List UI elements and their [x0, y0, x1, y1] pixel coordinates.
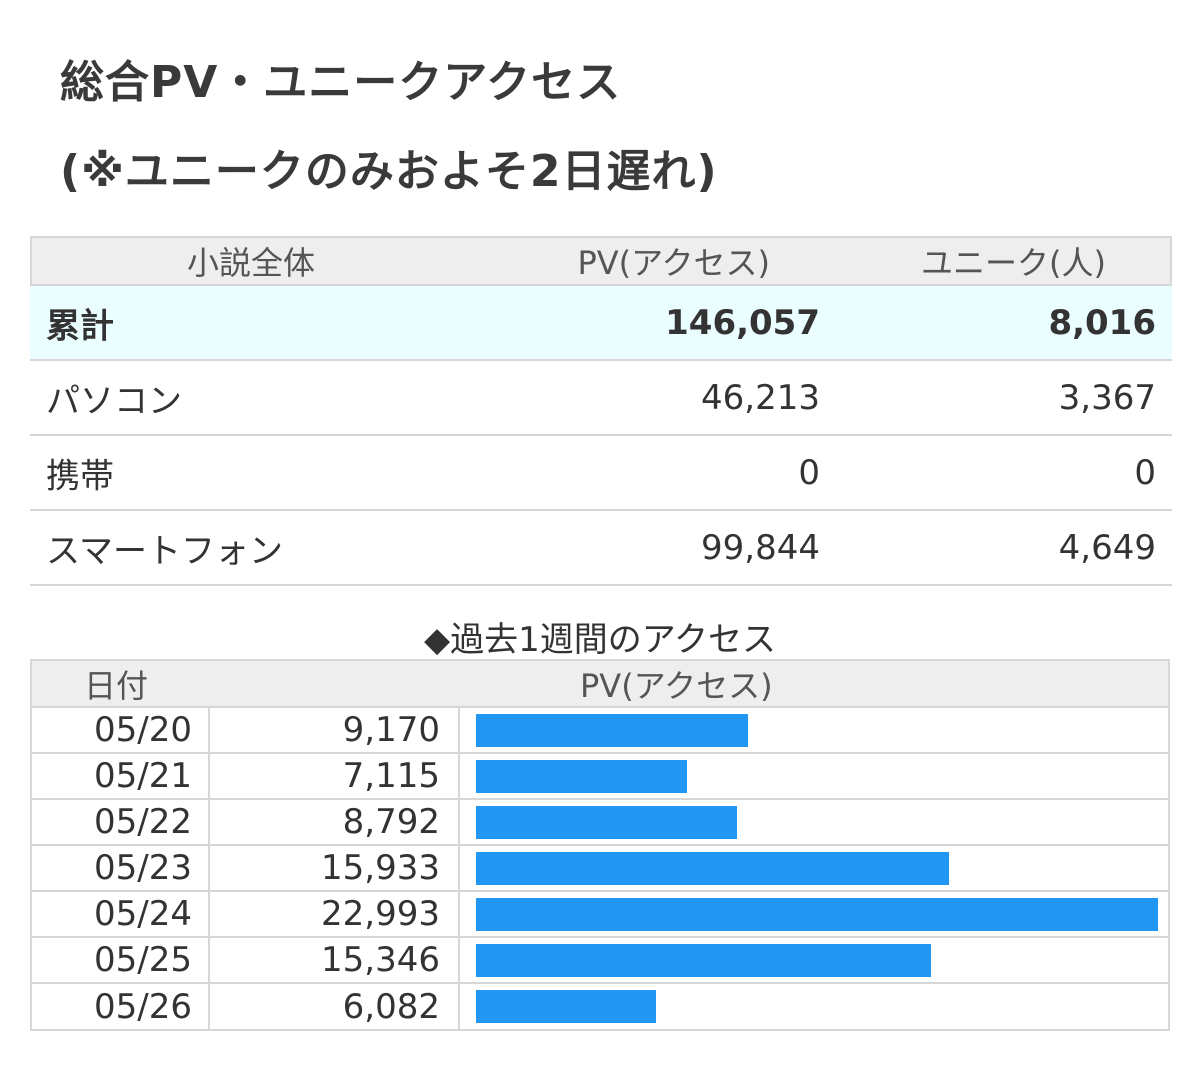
chart-row: 05/20 9,170: [32, 708, 1168, 754]
pv-bar: [476, 714, 748, 747]
row-unique-value: 3,367: [1058, 377, 1156, 418]
chart-row: 05/24 22,993: [32, 892, 1168, 938]
chart-row: 05/23 15,933: [32, 846, 1168, 892]
summary-header-row: 小説全体 PV(アクセス) ユニーク(人): [30, 238, 1172, 286]
pv-data-label: 15,346: [321, 940, 440, 980]
weekly-header-row: 日付 PV(アクセス): [32, 661, 1168, 708]
row-pv-value: 46,213: [701, 377, 820, 418]
header-novel-all: 小説全体: [187, 244, 316, 282]
date-tick-label: 05/20: [94, 710, 192, 750]
chart-row: 05/21 7,115: [32, 754, 1168, 800]
weekly-access-title: ◆過去1週間のアクセス: [423, 620, 777, 660]
summary-row-total: 累計 146,057 8,016: [30, 286, 1172, 361]
page-title: 総合PV・ユニークアクセス: [60, 57, 622, 108]
summary-table: 小説全体 PV(アクセス) ユニーク(人) 累計 146,057 8,016 パ…: [30, 236, 1172, 586]
pv-data-label: 15,933: [321, 848, 440, 888]
pv-bar: [476, 806, 737, 839]
header-pv: PV(アクセス): [577, 244, 770, 282]
pv-bar: [476, 760, 687, 793]
row-pv-value: 0: [798, 452, 820, 493]
pv-bar: [476, 852, 949, 885]
date-tick-label: 05/25: [94, 940, 192, 980]
row-unique-value: 4,649: [1058, 527, 1156, 568]
chart-row: 05/22 8,792: [32, 800, 1168, 846]
date-tick-label: 05/24: [94, 894, 192, 934]
pv-data-label: 9,170: [342, 710, 440, 750]
row-label: 累計: [46, 306, 114, 346]
row-label: 携帯: [46, 456, 114, 496]
column-divider: [458, 708, 460, 1029]
row-pv-value: 146,057: [665, 302, 820, 343]
chart-row: 05/26 6,082: [32, 984, 1168, 1030]
page-subtitle: (※ユニークのみおよそ2日遅れ): [60, 146, 718, 197]
pv-bar: [476, 944, 931, 977]
pv-bar: [476, 990, 656, 1023]
summary-row-pc: パソコン 46,213 3,367: [30, 361, 1172, 436]
pv-data-label: 22,993: [321, 894, 440, 934]
header-date: 日付: [84, 666, 149, 705]
weekly-access-chart: 日付 PV(アクセス) 05/20 9,170 05/21 7,115 05/22 8,7…: [30, 659, 1170, 1031]
pv-data-label: 8,792: [342, 802, 440, 842]
row-unique-value: 8,016: [1048, 302, 1156, 343]
row-label: スマートフォン: [46, 531, 283, 571]
column-divider: [208, 708, 210, 1029]
pv-data-label: 7,115: [342, 756, 440, 796]
chart-row: 05/25 15,346: [32, 938, 1168, 984]
summary-row-smartphone: スマートフォン 99,844 4,649: [30, 511, 1172, 586]
summary-row-mobile: 携帯 0 0: [30, 436, 1172, 511]
header-unique: ユニーク(人): [921, 244, 1106, 282]
date-tick-label: 05/22: [94, 802, 192, 842]
date-tick-label: 05/23: [94, 848, 192, 888]
header-pv: PV(アクセス): [580, 666, 773, 705]
row-label: パソコン: [46, 381, 182, 421]
row-unique-value: 0: [1134, 452, 1156, 493]
pv-data-label: 6,082: [342, 987, 440, 1027]
date-tick-label: 05/21: [94, 756, 192, 796]
date-tick-label: 05/26: [94, 987, 192, 1027]
row-pv-value: 99,844: [701, 527, 820, 568]
pv-bar: [476, 898, 1158, 931]
